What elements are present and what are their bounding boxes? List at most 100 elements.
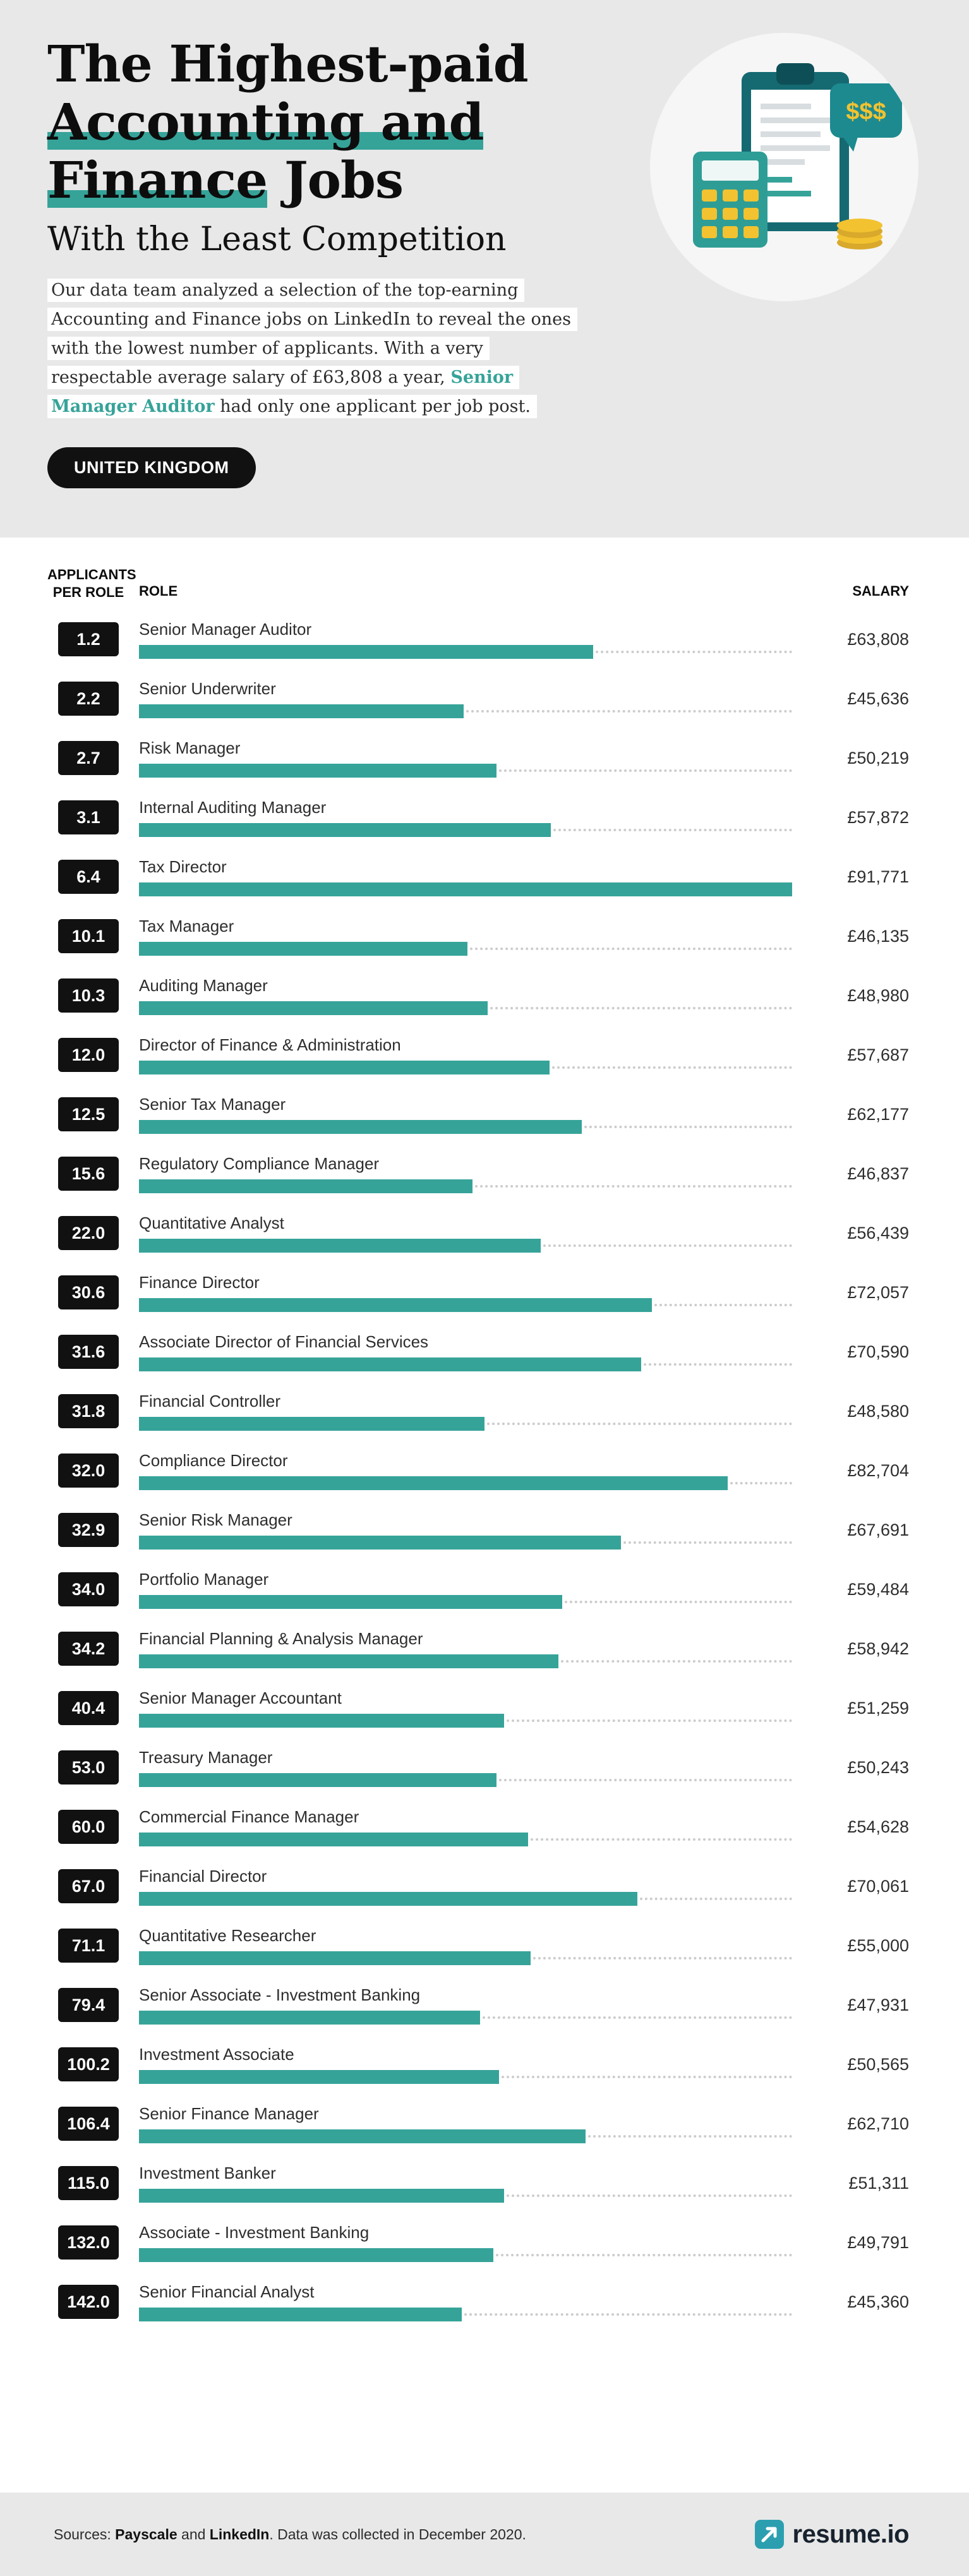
applicants-badge: 106.4 bbox=[58, 2107, 119, 2141]
salary-value: £45,360 bbox=[847, 2292, 909, 2311]
bar-track bbox=[139, 1892, 792, 1906]
intro-highlight: Senior Manager Auditor bbox=[51, 367, 514, 416]
applicants-cell: 1.2 bbox=[47, 622, 129, 657]
dotted-leader bbox=[483, 2016, 792, 2019]
row-main: Senior Manager Accountant bbox=[139, 1688, 792, 1728]
table-row: 106.4 Senior Finance Manager £62,710 bbox=[47, 2094, 909, 2153]
salary-bar bbox=[139, 1476, 728, 1491]
table-row: 31.8 Financial Controller £48,580 bbox=[47, 1381, 909, 1441]
page-subtitle: With the Least Competition bbox=[47, 220, 507, 258]
dotted-leader bbox=[469, 948, 792, 951]
applicants-cell: 10.3 bbox=[47, 978, 129, 1013]
table-row: 15.6 Regulatory Compliance Manager £46,837 bbox=[47, 1144, 909, 1203]
role-label: Senior Manager Accountant bbox=[139, 1688, 342, 1708]
role-label: Compliance Director bbox=[139, 1451, 288, 1471]
role-label: Portfolio Manager bbox=[139, 1570, 269, 1589]
bar-track bbox=[139, 1120, 792, 1135]
table-row: 40.4 Senior Manager Accountant £51,259 bbox=[47, 1678, 909, 1738]
row-main: Commercial Finance Manager bbox=[139, 1807, 792, 1847]
bar-track bbox=[139, 1239, 792, 1253]
dotted-leader bbox=[640, 1898, 792, 1901]
salary-bar bbox=[139, 764, 497, 778]
sources-mid: and bbox=[177, 2525, 210, 2543]
bar-track bbox=[139, 2189, 792, 2203]
applicants-cell: 34.0 bbox=[47, 1572, 129, 1607]
bar-track bbox=[139, 1951, 792, 1966]
bar-track bbox=[139, 704, 792, 719]
country-badge: UNITED KINGDOM bbox=[47, 447, 256, 489]
dotted-leader bbox=[533, 1957, 792, 1960]
row-main: Tax Manager bbox=[139, 917, 792, 956]
resume-io-logo-text: resume.io bbox=[792, 2520, 910, 2548]
column-header-applicants-line1: APPLICANTS bbox=[47, 567, 136, 583]
dotted-leader bbox=[730, 1482, 792, 1485]
dotted-leader bbox=[501, 2076, 792, 2079]
table-row: 3.1 Internal Auditing Manager £57,872 bbox=[47, 788, 909, 847]
applicants-badge: 2.7 bbox=[58, 741, 119, 776]
dotted-leader bbox=[490, 1007, 792, 1010]
salary-value: £49,791 bbox=[847, 2232, 909, 2252]
applicants-badge: 67.0 bbox=[58, 1869, 119, 1904]
dotted-leader bbox=[496, 2254, 792, 2257]
column-header-salary: SALARY bbox=[852, 583, 909, 599]
role-label: Senior Manager Auditor bbox=[139, 620, 312, 639]
salary-value: £46,837 bbox=[847, 1164, 909, 1183]
table-row: 34.0 Portfolio Manager £59,484 bbox=[47, 1560, 909, 1619]
role-label: Senior Finance Manager bbox=[139, 2104, 319, 2124]
applicants-cell: 34.2 bbox=[47, 1632, 129, 1666]
bar-track bbox=[139, 1417, 792, 1431]
row-main: Senior Underwriter bbox=[139, 679, 792, 719]
salary-bar bbox=[139, 2129, 586, 2144]
salary-bar bbox=[139, 2011, 481, 2025]
salary-bar bbox=[139, 942, 467, 956]
salary-value: £45,636 bbox=[847, 689, 909, 708]
table-row: 6.4 Tax Director £91,771 bbox=[47, 847, 909, 906]
role-label: Associate - Investment Banking bbox=[139, 2223, 370, 2242]
bar-track bbox=[139, 1357, 792, 1372]
applicants-cell: 12.5 bbox=[47, 1097, 129, 1132]
salary-value: £57,687 bbox=[847, 1045, 909, 1064]
dotted-leader bbox=[623, 1541, 792, 1544]
column-header-applicants: APPLICANTS PER ROLE bbox=[47, 566, 136, 601]
applicants-badge: 53.0 bbox=[58, 1750, 119, 1785]
salary-bar bbox=[139, 2248, 494, 2263]
applicants-cell: 6.4 bbox=[47, 860, 129, 894]
table-row: 53.0 Treasury Manager £50,243 bbox=[47, 1738, 909, 1797]
bar-track bbox=[139, 764, 792, 778]
salary-bar bbox=[139, 1833, 528, 1847]
applicants-cell: 132.0 bbox=[47, 2225, 129, 2260]
bar-track bbox=[139, 1001, 792, 1016]
salary-bar bbox=[139, 882, 792, 897]
salary-bar bbox=[139, 1357, 642, 1372]
salary-bar bbox=[139, 1298, 652, 1313]
applicants-badge: 31.6 bbox=[58, 1335, 119, 1369]
applicants-badge: 6.4 bbox=[58, 860, 119, 894]
row-main: Treasury Manager bbox=[139, 1748, 792, 1788]
salary-value: £58,942 bbox=[847, 1639, 909, 1658]
role-label: Quantitative Analyst bbox=[139, 1213, 284, 1233]
applicants-cell: 100.2 bbox=[47, 2047, 129, 2082]
salary-bar bbox=[139, 823, 551, 838]
row-main: Financial Director bbox=[139, 1867, 792, 1906]
salary-value: £63,808 bbox=[847, 629, 909, 649]
salary-value: £67,691 bbox=[847, 1520, 909, 1539]
title-highlight-finance: Finance bbox=[47, 150, 268, 210]
salary-bar bbox=[139, 2308, 462, 2322]
title-line-1: The Highest-paid bbox=[47, 34, 529, 93]
salary-bar bbox=[139, 2189, 505, 2203]
bar-track bbox=[139, 2248, 792, 2263]
row-main: Internal Auditing Manager bbox=[139, 798, 792, 838]
applicants-badge: 79.4 bbox=[58, 1988, 119, 2023]
applicants-cell: 106.4 bbox=[47, 2107, 129, 2141]
bar-track bbox=[139, 1179, 792, 1194]
intro-text-post: had only one applicant per job post. bbox=[214, 396, 531, 416]
table-row: 142.0 Senior Financial Analyst £45,360 bbox=[47, 2272, 909, 2332]
row-main: Financial Planning & Analysis Manager bbox=[139, 1629, 792, 1669]
column-headers: APPLICANTS PER ROLE ROLE SALARY bbox=[47, 566, 909, 601]
row-main: Tax Director bbox=[139, 857, 792, 897]
salary-value: £82,704 bbox=[847, 1460, 909, 1480]
applicants-cell: 15.6 bbox=[47, 1157, 129, 1191]
resume-io-logo-icon bbox=[754, 2520, 784, 2549]
table-row: 67.0 Financial Director £70,061 bbox=[47, 1857, 909, 1916]
role-label: Regulatory Compliance Manager bbox=[139, 1154, 380, 1174]
